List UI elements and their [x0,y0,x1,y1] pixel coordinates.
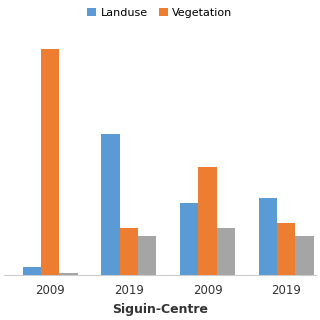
Bar [22,267,41,275]
X-axis label: Siguin-Centre: Siguin-Centre [112,303,208,316]
Legend: Landuse, Vegetation: Landuse, Vegetation [83,4,237,22]
Bar [277,223,295,275]
Bar [295,236,314,275]
Bar [217,228,235,275]
Bar [41,49,59,275]
Bar [101,134,120,275]
Bar [180,203,198,275]
Bar [59,273,78,275]
Bar [138,236,156,275]
Bar [120,228,138,275]
Bar [198,167,217,275]
Bar [259,198,277,275]
